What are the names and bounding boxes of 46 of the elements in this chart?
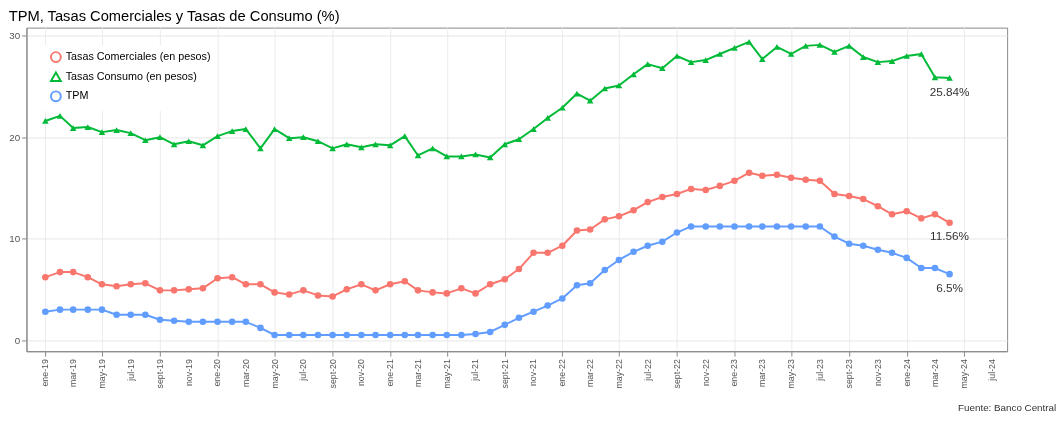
annotation: 6.5% [936,280,964,294]
x-tick-label: sept-20 [327,358,338,389]
x-tick-label: ene-22 [557,358,568,387]
x-tick-label: may-21 [441,358,452,389]
x-tick-label: ene-19 [40,358,51,387]
x-tick-label: nov-20 [356,358,367,387]
legend-label: Tasas Comerciales (en pesos) [65,49,211,62]
x-tick-label: mar-21 [412,358,423,387]
y-tick-label: 0 [14,334,21,346]
x-tick-label: may-22 [613,358,624,389]
x-tick-label: nov-19 [183,358,194,387]
x-tick-label: jul-19 [125,358,136,382]
legend-label: TPM [65,89,89,102]
x-tick-label: mar-20 [240,358,251,387]
x-tick-label: mar-24 [929,358,940,387]
x-tick-label: jul-22 [642,358,653,382]
x-tick-label: jul-24 [987,358,998,382]
x-tick-label: mar-22 [585,358,596,387]
x-tick-label: may-24 [958,358,969,389]
x-tick-label: mar-23 [757,358,768,387]
y-tick-label: 10 [9,233,21,245]
y-tick-label: 20 [9,131,21,143]
x-tick-label: ene-20 [212,358,223,387]
x-tick-label: ene-24 [901,358,912,387]
x-tick-label: jul-21 [470,358,481,382]
x-tick-label: jul-23 [814,358,825,382]
x-tick-label: may-23 [786,358,797,389]
annotation: 25.84% [929,84,971,98]
x-tick-label: sept-21 [499,358,510,389]
chart-title: TPM, Tasas Comerciales y Tasas de Consumo (%) [8,7,340,24]
x-tick-label: may-20 [269,358,280,389]
x-tick-label: ene-23 [729,358,740,387]
y-tick-label: 30 [9,30,21,42]
legend-label: Tasas Consumo (en pesos) [65,69,197,82]
x-tick-label: sept-22 [671,358,682,389]
x-tick-label: may-19 [96,358,107,389]
x-tick-label: mar-19 [68,358,79,387]
source-note: Fuente: Banco Central [958,402,1057,414]
x-tick-label: sept-19 [154,358,165,389]
x-tick-label: nov-21 [528,358,539,387]
x-tick-label: sept-23 [844,358,855,389]
x-tick-label: nov-22 [700,358,711,387]
x-tick-label: ene-21 [385,358,396,387]
x-tick-label: jul-20 [298,358,309,382]
annotation: 11.56% [930,229,970,243]
x-tick-label: nov-23 [872,358,883,387]
